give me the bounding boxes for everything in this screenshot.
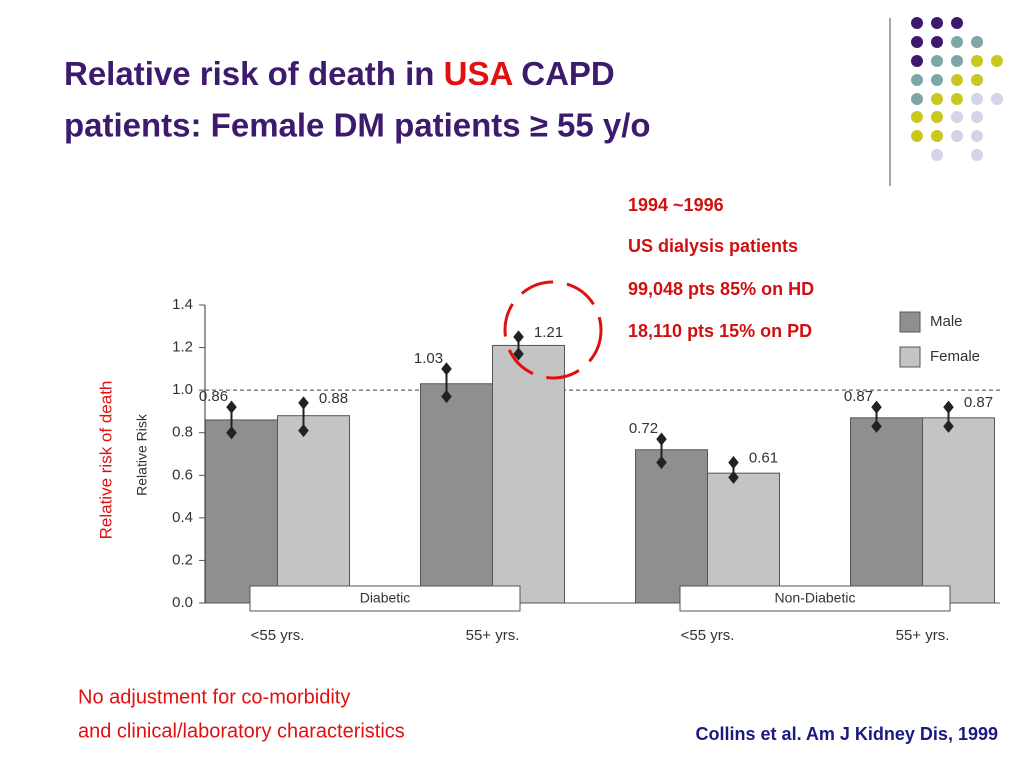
data-label: 0.88 <box>319 390 348 407</box>
legend-label: Male <box>930 313 963 330</box>
x-tick-label: <55 yrs. <box>251 627 305 644</box>
decoration <box>889 17 1003 186</box>
data-label: 0.61 <box>749 449 778 466</box>
y-tick-label: 1.0 <box>172 381 193 398</box>
group-box <box>679 585 951 612</box>
group-label: Non-Diabetic <box>775 590 856 606</box>
footnote: and clinical/laboratory characteristics <box>78 720 405 742</box>
error-bar <box>656 432 667 470</box>
data-label: 0.87 <box>964 394 993 411</box>
note: 18,110 pts 15% on PD <box>628 321 812 341</box>
bar <box>922 417 995 604</box>
error-bar <box>728 455 739 485</box>
bar <box>850 417 923 604</box>
legend-swatch <box>899 346 921 368</box>
citation: Collins et al. Am J Kidney Dis, 1999 <box>696 724 998 744</box>
y-tick-label: 0.2 <box>172 551 193 568</box>
data-label: 0.86 <box>199 388 228 405</box>
data-label: 1.21 <box>534 324 563 341</box>
data-label: 0.87 <box>844 388 873 405</box>
group-label: Diabetic <box>360 590 411 606</box>
y-tick-label: 0.6 <box>172 466 193 483</box>
error-bar <box>298 396 309 438</box>
bar <box>205 419 278 604</box>
bar <box>635 449 708 604</box>
data-label: 1.03 <box>414 350 443 367</box>
bar <box>492 344 565 604</box>
highlight-circle <box>503 280 603 380</box>
bar <box>707 472 780 604</box>
group-box <box>249 585 521 612</box>
y-axis-label: Relative Risk <box>134 413 150 496</box>
y-tick-label: 0.0 <box>172 594 193 611</box>
legend-swatch <box>899 311 921 333</box>
data-label: 0.72 <box>629 420 658 437</box>
side-label: Relative risk of death <box>96 381 115 540</box>
y-tick-label: 1.2 <box>172 339 193 356</box>
title-line: patients: Female DM patients ≥ 55 y/o <box>64 107 651 144</box>
error-bar <box>513 330 524 361</box>
y-tick-label: 0.8 <box>172 424 193 441</box>
y-tick-label: 1.4 <box>172 296 193 313</box>
y-tick-label: 0.4 <box>172 509 193 526</box>
legend-label: Female <box>930 348 980 365</box>
error-bar <box>871 400 882 433</box>
note: 99,048 pts 85% on HD <box>628 279 814 299</box>
bar <box>277 415 350 604</box>
title-line: Relative risk of death in USA CAPD <box>64 55 615 92</box>
error-bar <box>226 400 237 440</box>
bar <box>420 383 493 604</box>
note: 1994 ~1996 <box>628 195 724 215</box>
error-bar <box>441 362 452 404</box>
x-tick-label: <55 yrs. <box>681 627 735 644</box>
footnote: No adjustment for co-morbidity <box>78 686 350 708</box>
note: US dialysis patients <box>628 236 798 256</box>
x-tick-label: 55+ yrs. <box>466 627 520 644</box>
x-tick-label: 55+ yrs. <box>896 627 950 644</box>
error-bar <box>943 400 954 433</box>
